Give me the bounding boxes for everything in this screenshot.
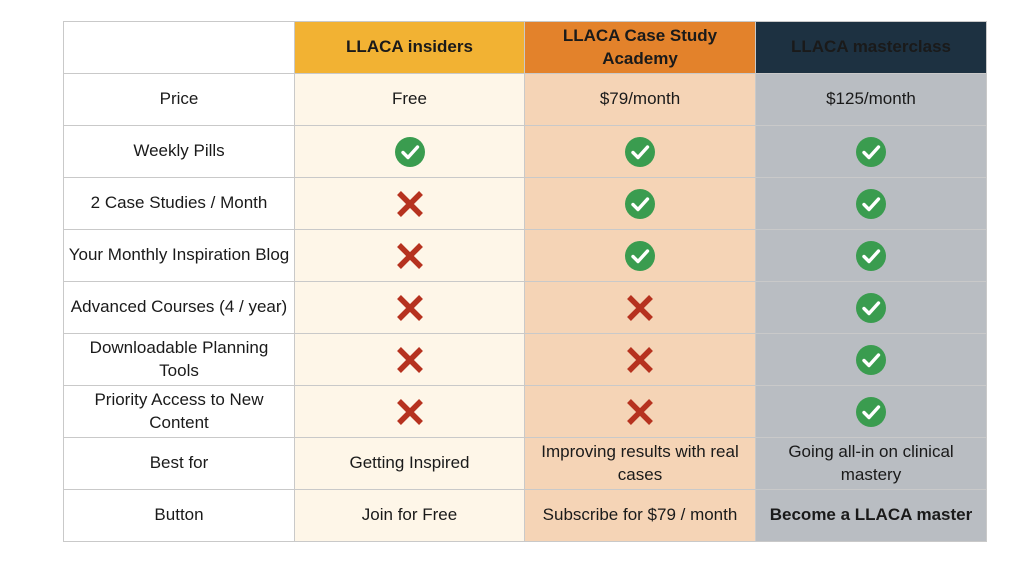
- table-row: Button Join for Free Subscribe for $79 /…: [63, 489, 987, 542]
- check-icon: [624, 136, 656, 168]
- row-label-inspiration-blog: Your Monthly Inspiration Blog: [63, 229, 295, 282]
- check-icon: [855, 188, 887, 220]
- cross-icon: [624, 292, 656, 324]
- feature-cell: [294, 385, 525, 438]
- feature-cell: [294, 229, 525, 282]
- table-row: Weekly Pills: [63, 125, 987, 178]
- table-row: Best for Getting Inspired Improving resu…: [63, 437, 987, 490]
- best-for-masterclass: Going all-in on clinical mastery: [755, 437, 987, 490]
- row-label-button: Button: [63, 489, 295, 542]
- cross-icon: [624, 344, 656, 376]
- feature-cell: [524, 385, 756, 438]
- feature-cell: [755, 125, 987, 178]
- cross-icon: [394, 396, 426, 428]
- cross-icon: [394, 344, 426, 376]
- cross-icon: [394, 292, 426, 324]
- check-icon: [855, 396, 887, 428]
- feature-cell: [524, 177, 756, 230]
- feature-cell: [294, 177, 525, 230]
- join-free-button[interactable]: Join for Free: [294, 489, 525, 542]
- feature-cell: [755, 177, 987, 230]
- cross-icon: [624, 396, 656, 428]
- check-icon: [855, 240, 887, 272]
- feature-cell: [755, 385, 987, 438]
- header-masterclass: LLACA masterclass: [755, 21, 987, 74]
- feature-cell: [294, 281, 525, 334]
- table-row: Price Free $79/month $125/month: [63, 73, 987, 126]
- check-icon: [624, 188, 656, 220]
- header-insiders: LLACA insiders: [294, 21, 525, 74]
- subscribe-button[interactable]: Subscribe for $79 / month: [524, 489, 756, 542]
- check-icon: [855, 136, 887, 168]
- check-icon: [855, 292, 887, 324]
- feature-cell: [524, 125, 756, 178]
- price-academy: $79/month: [524, 73, 756, 126]
- cross-icon: [394, 240, 426, 272]
- header-row: LLACA insiders LLACA Case Study Academy …: [63, 21, 987, 74]
- row-label-price: Price: [63, 73, 295, 126]
- price-insiders: Free: [294, 73, 525, 126]
- table-row: Priority Access to New Content: [63, 385, 987, 438]
- feature-cell: [755, 281, 987, 334]
- row-label-best-for: Best for: [63, 437, 295, 490]
- table-row: Advanced Courses (4 / year): [63, 281, 987, 334]
- best-for-academy: Improving results with real cases: [524, 437, 756, 490]
- feature-cell: [524, 333, 756, 386]
- row-label-priority-access: Priority Access to New Content: [63, 385, 295, 438]
- check-icon: [624, 240, 656, 272]
- table-row: Your Monthly Inspiration Blog: [63, 229, 987, 282]
- header-empty-cell: [63, 21, 295, 74]
- feature-cell: [294, 125, 525, 178]
- become-master-button[interactable]: Become a LLACA master: [755, 489, 987, 542]
- table-row: 2 Case Studies / Month: [63, 177, 987, 230]
- row-label-advanced-courses: Advanced Courses (4 / year): [63, 281, 295, 334]
- feature-cell: [294, 333, 525, 386]
- feature-cell: [755, 229, 987, 282]
- header-academy: LLACA Case Study Academy: [524, 21, 756, 74]
- check-icon: [394, 136, 426, 168]
- feature-cell: [524, 229, 756, 282]
- row-label-case-studies: 2 Case Studies / Month: [63, 177, 295, 230]
- feature-cell: [755, 333, 987, 386]
- row-label-planning-tools: Downloadable Planning Tools: [63, 333, 295, 386]
- price-masterclass: $125/month: [755, 73, 987, 126]
- feature-cell: [524, 281, 756, 334]
- cross-icon: [394, 188, 426, 220]
- comparison-table: LLACA insiders LLACA Case Study Academy …: [63, 21, 987, 542]
- table-row: Downloadable Planning Tools: [63, 333, 987, 386]
- best-for-insiders: Getting Inspired: [294, 437, 525, 490]
- row-label-weekly-pills: Weekly Pills: [63, 125, 295, 178]
- check-icon: [855, 344, 887, 376]
